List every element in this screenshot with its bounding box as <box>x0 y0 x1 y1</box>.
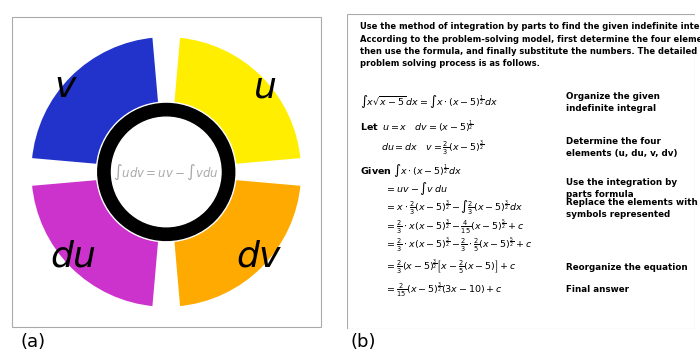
Text: $= \frac{2}{3}\cdot x(x-5)^{\frac{3}{2}} - \frac{2}{3}\cdot\frac{2}{5}(x-5)^{\fr: $= \frac{2}{3}\cdot x(x-5)^{\frac{3}{2}}… <box>385 236 532 254</box>
Wedge shape <box>172 178 302 308</box>
Text: $\mathit{u}$: $\mathit{u}$ <box>253 70 276 104</box>
Wedge shape <box>30 35 160 166</box>
Text: $\int x\sqrt{x-5}\,dx = \int x\cdot(x-5)^{\frac{1}{2}}\,dx$: $\int x\sqrt{x-5}\,dx = \int x\cdot(x-5)… <box>360 94 499 111</box>
Text: Determine the four
elements (u, du, v, dv): Determine the four elements (u, du, v, d… <box>566 137 678 158</box>
Wedge shape <box>172 35 302 166</box>
Circle shape <box>111 117 221 227</box>
Text: $\mathbf{Given}\;\int x\cdot(x-5)^{\frac{1}{2}}\,dx$: $\mathbf{Given}\;\int x\cdot(x-5)^{\frac… <box>360 163 463 180</box>
FancyBboxPatch shape <box>11 17 321 327</box>
Text: Reorganize the equation: Reorganize the equation <box>566 262 687 272</box>
Text: $= \frac{2}{3}(x-5)^{\frac{3}{2}}\left[x - \frac{2}{5}(x-5)\right] + c$: $= \frac{2}{3}(x-5)^{\frac{3}{2}}\left[x… <box>385 258 517 277</box>
Text: (b): (b) <box>350 333 375 351</box>
Text: $du = dx\quad v = \frac{2}{3}(x-5)^{\frac{3}{2}}$: $du = dx\quad v = \frac{2}{3}(x-5)^{\fra… <box>382 138 484 157</box>
Text: $= \frac{2}{15}(x-5)^{\frac{3}{2}}(3x-10) + c$: $= \frac{2}{15}(x-5)^{\frac{3}{2}}(3x-10… <box>385 280 503 299</box>
Text: $= x\cdot\frac{2}{3}(x-5)^{\frac{3}{2}} - \int\frac{2}{3}(x-5)^{\frac{3}{2}}\,dx: $= x\cdot\frac{2}{3}(x-5)^{\frac{3}{2}} … <box>385 199 524 217</box>
Text: Use the integration by
parts formula: Use the integration by parts formula <box>566 178 677 199</box>
Text: $\mathit{dv}$: $\mathit{dv}$ <box>236 240 283 274</box>
Text: $\mathbf{Let}\;\;u = x\quad dv = (x-5)^{\frac{1}{2}}$: $\mathbf{Let}\;\;u = x\quad dv = (x-5)^{… <box>360 118 475 134</box>
Text: $= uv - \int v\,du$: $= uv - \int v\,du$ <box>385 180 447 197</box>
Wedge shape <box>30 178 160 308</box>
Text: Organize the given
indefinite integral: Organize the given indefinite integral <box>566 92 660 113</box>
FancyBboxPatch shape <box>346 14 695 329</box>
Circle shape <box>98 104 234 240</box>
Text: $= \frac{2}{3}\cdot x(x-5)^{\frac{3}{2}} - \frac{4}{15}(x-5)^{\frac{5}{2}} + c$: $= \frac{2}{3}\cdot x(x-5)^{\frac{3}{2}}… <box>385 218 524 236</box>
Text: $\int udv = uv - \int vdu$: $\int udv = uv - \int vdu$ <box>113 162 219 182</box>
Text: Final answer: Final answer <box>566 285 629 294</box>
Text: Replace the elements with the
symbols represented: Replace the elements with the symbols re… <box>566 198 700 219</box>
Text: $\mathit{v}$: $\mathit{v}$ <box>55 70 78 104</box>
Text: (a): (a) <box>21 333 46 351</box>
Text: Use the method of integration by parts to find the given indefinite integral.
Ac: Use the method of integration by parts t… <box>360 22 700 68</box>
Text: $\mathit{du}$: $\mathit{du}$ <box>50 240 96 274</box>
